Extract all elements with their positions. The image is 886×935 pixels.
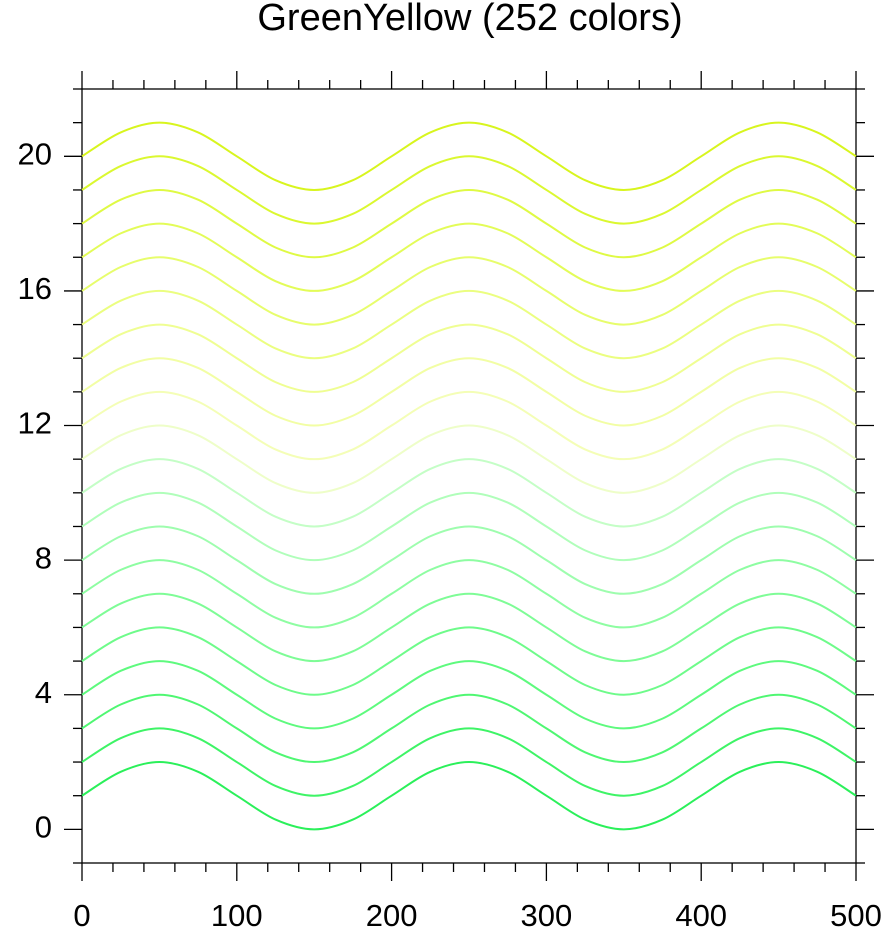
- series-line: [81, 323, 857, 393]
- series-line: [81, 592, 857, 663]
- series-line: [81, 222, 857, 292]
- y-tick-label: 4: [35, 675, 52, 710]
- series-line: [81, 458, 857, 528]
- series-line: [81, 491, 857, 562]
- x-tick-label: 100: [211, 898, 263, 933]
- series-line: [81, 559, 857, 629]
- x-tick-label: 300: [521, 898, 573, 933]
- series-line: [81, 121, 857, 191]
- series-line: [81, 155, 857, 225]
- series-line: [81, 424, 857, 494]
- y-tick-label: 20: [18, 136, 52, 171]
- x-tick-label: 500: [830, 898, 882, 933]
- series-line: [81, 626, 857, 696]
- series-line: [81, 727, 857, 797]
- y-tick-label: 12: [18, 406, 52, 441]
- x-tick-label: 400: [675, 898, 727, 933]
- series-line: [81, 761, 857, 831]
- series-line: [81, 188, 857, 259]
- y-tick-label: 0: [35, 810, 52, 845]
- x-tick-label: 200: [366, 898, 418, 933]
- x-tick-label: 0: [73, 898, 90, 933]
- series-line: [81, 693, 857, 764]
- series-line: [81, 256, 857, 326]
- series-line: [81, 390, 857, 461]
- plot-frame: [81, 88, 857, 864]
- series-line: [81, 357, 857, 427]
- chart-title: GreenYellow (252 colors): [257, 0, 682, 39]
- series-line: [81, 660, 857, 730]
- series-line: [81, 289, 857, 360]
- y-tick-label: 8: [35, 540, 52, 575]
- y-tick-label: 16: [18, 271, 52, 306]
- series-line: [81, 525, 857, 595]
